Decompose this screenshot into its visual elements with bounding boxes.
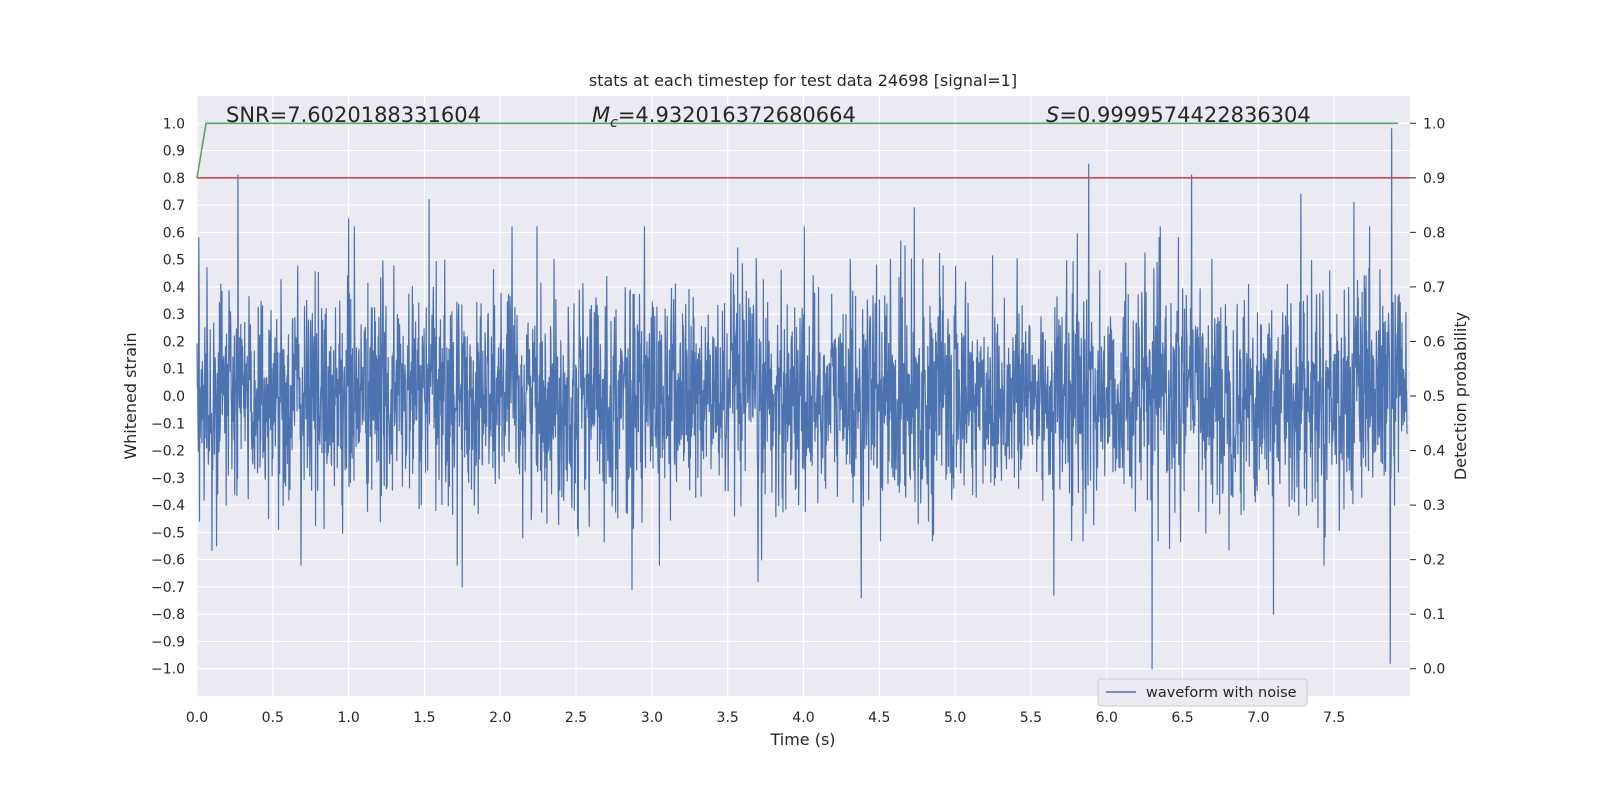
mc-value: =4.932016372680664: [618, 103, 856, 127]
x-axis-label: Time (s): [769, 730, 835, 749]
y2-tick-label: 0.6: [1423, 334, 1445, 350]
y-tick-label: 0.7: [163, 198, 185, 214]
legend-label-waveform: waveform with noise: [1146, 685, 1297, 701]
x-tick-label: 7.0: [1247, 710, 1269, 726]
y-tick-label: 0.8: [163, 171, 185, 187]
x-tick-label: 1.5: [413, 710, 435, 726]
chart-title: stats at each timestep for test data 246…: [589, 71, 1017, 90]
s-value: =0.9999574422836304: [1059, 103, 1310, 127]
y2-tick-label: 0.4: [1423, 444, 1445, 460]
y-tick-label: 0.1: [163, 362, 185, 378]
y-tick-label: 0.6: [163, 225, 185, 241]
x-tick-label: 0.5: [262, 710, 284, 726]
y2-axis-label: Detection probability: [1451, 312, 1470, 480]
mc-annotation: Mc=4.932016372680664: [592, 103, 856, 131]
y-tick-label: −0.4: [151, 498, 185, 514]
x-axis-ticks: 0.0 0.5 1.0 1.5 2.0 2.5 3.0 3.5 4.0 4.5 5.0 5.5 6.0 6…: [186, 710, 1345, 726]
y2-axis-ticks: 1.0 0.9 0.8 0.7 0.6 0.5 0.4 0.3 0.2 0.1 0.0: [1410, 116, 1445, 678]
legend: waveform with noise: [1097, 678, 1308, 707]
waveform-line: [196, 128, 1408, 670]
y2-tick-label: 0.1: [1423, 607, 1445, 623]
y-tick-label: −0.5: [151, 525, 185, 541]
detection-probability-line: [196, 122, 1398, 178]
y-tick-label: −0.1: [151, 416, 185, 432]
y-tick-label: 1.0: [163, 116, 185, 132]
x-tick-label: 6.5: [1171, 710, 1193, 726]
x-tick-label: 3.5: [717, 710, 739, 726]
x-tick-label: 5.0: [944, 710, 966, 726]
y2-tick-label: 0.7: [1423, 280, 1445, 296]
legend-box: [1097, 678, 1308, 707]
y-tick-label: −0.2: [151, 444, 185, 460]
y-tick-label: −0.6: [151, 553, 185, 569]
x-tick-label: 3.0: [641, 710, 663, 726]
y-tick-label: 0.5: [163, 253, 185, 269]
y-axis-label: Whitened strain: [121, 332, 140, 459]
y2-tick-label: 0.8: [1423, 225, 1445, 241]
y2-tick-label: 0.3: [1423, 498, 1445, 514]
y2-tick-label: 0.2: [1423, 553, 1445, 569]
y2-tick-label: 1.0: [1423, 116, 1445, 132]
x-tick-label: 7.5: [1323, 710, 1345, 726]
mc-symbol: M: [592, 103, 610, 127]
y-tick-label: −1.0: [151, 662, 185, 678]
y-tick-label: 0.9: [163, 144, 185, 160]
x-tick-label: 1.0: [337, 710, 359, 726]
s-annotation: S=0.9999574422836304: [1046, 103, 1311, 127]
y-tick-label: 0.2: [163, 334, 185, 350]
x-tick-label: 4.5: [868, 710, 890, 726]
x-tick-label: 2.0: [489, 710, 511, 726]
probability-series: [196, 122, 1410, 179]
x-tick-label: 6.0: [1096, 710, 1118, 726]
x-tick-label: 5.5: [1020, 710, 1042, 726]
y-tick-label: −0.8: [151, 607, 185, 623]
snr-annotation: SNR=7.6020188331604: [226, 103, 481, 127]
y-tick-label: 0.4: [163, 280, 185, 296]
y-axis-ticks: 1.0 0.9 0.8 0.7 0.6 0.5 0.4 0.3 0.2 0.1 0.0 −0.1 −0.…: [151, 116, 185, 677]
y-tick-label: 0.0: [163, 389, 185, 405]
y-tick-label: −0.9: [151, 634, 185, 650]
x-tick-label: 0.0: [186, 710, 208, 726]
y-tick-label: −0.3: [151, 471, 185, 487]
y2-tick-label: 0.0: [1423, 662, 1445, 678]
s-symbol: S: [1046, 103, 1059, 127]
x-tick-label: 4.0: [792, 710, 814, 726]
y-tick-label: −0.7: [151, 580, 185, 596]
waveform-series: [196, 128, 1408, 670]
y-tick-label: 0.3: [163, 307, 185, 323]
mc-subscript: c: [610, 115, 618, 131]
y2-tick-label: 0.5: [1423, 389, 1445, 405]
x-tick-label: 2.5: [565, 710, 587, 726]
y2-tick-label: 0.9: [1423, 171, 1445, 187]
